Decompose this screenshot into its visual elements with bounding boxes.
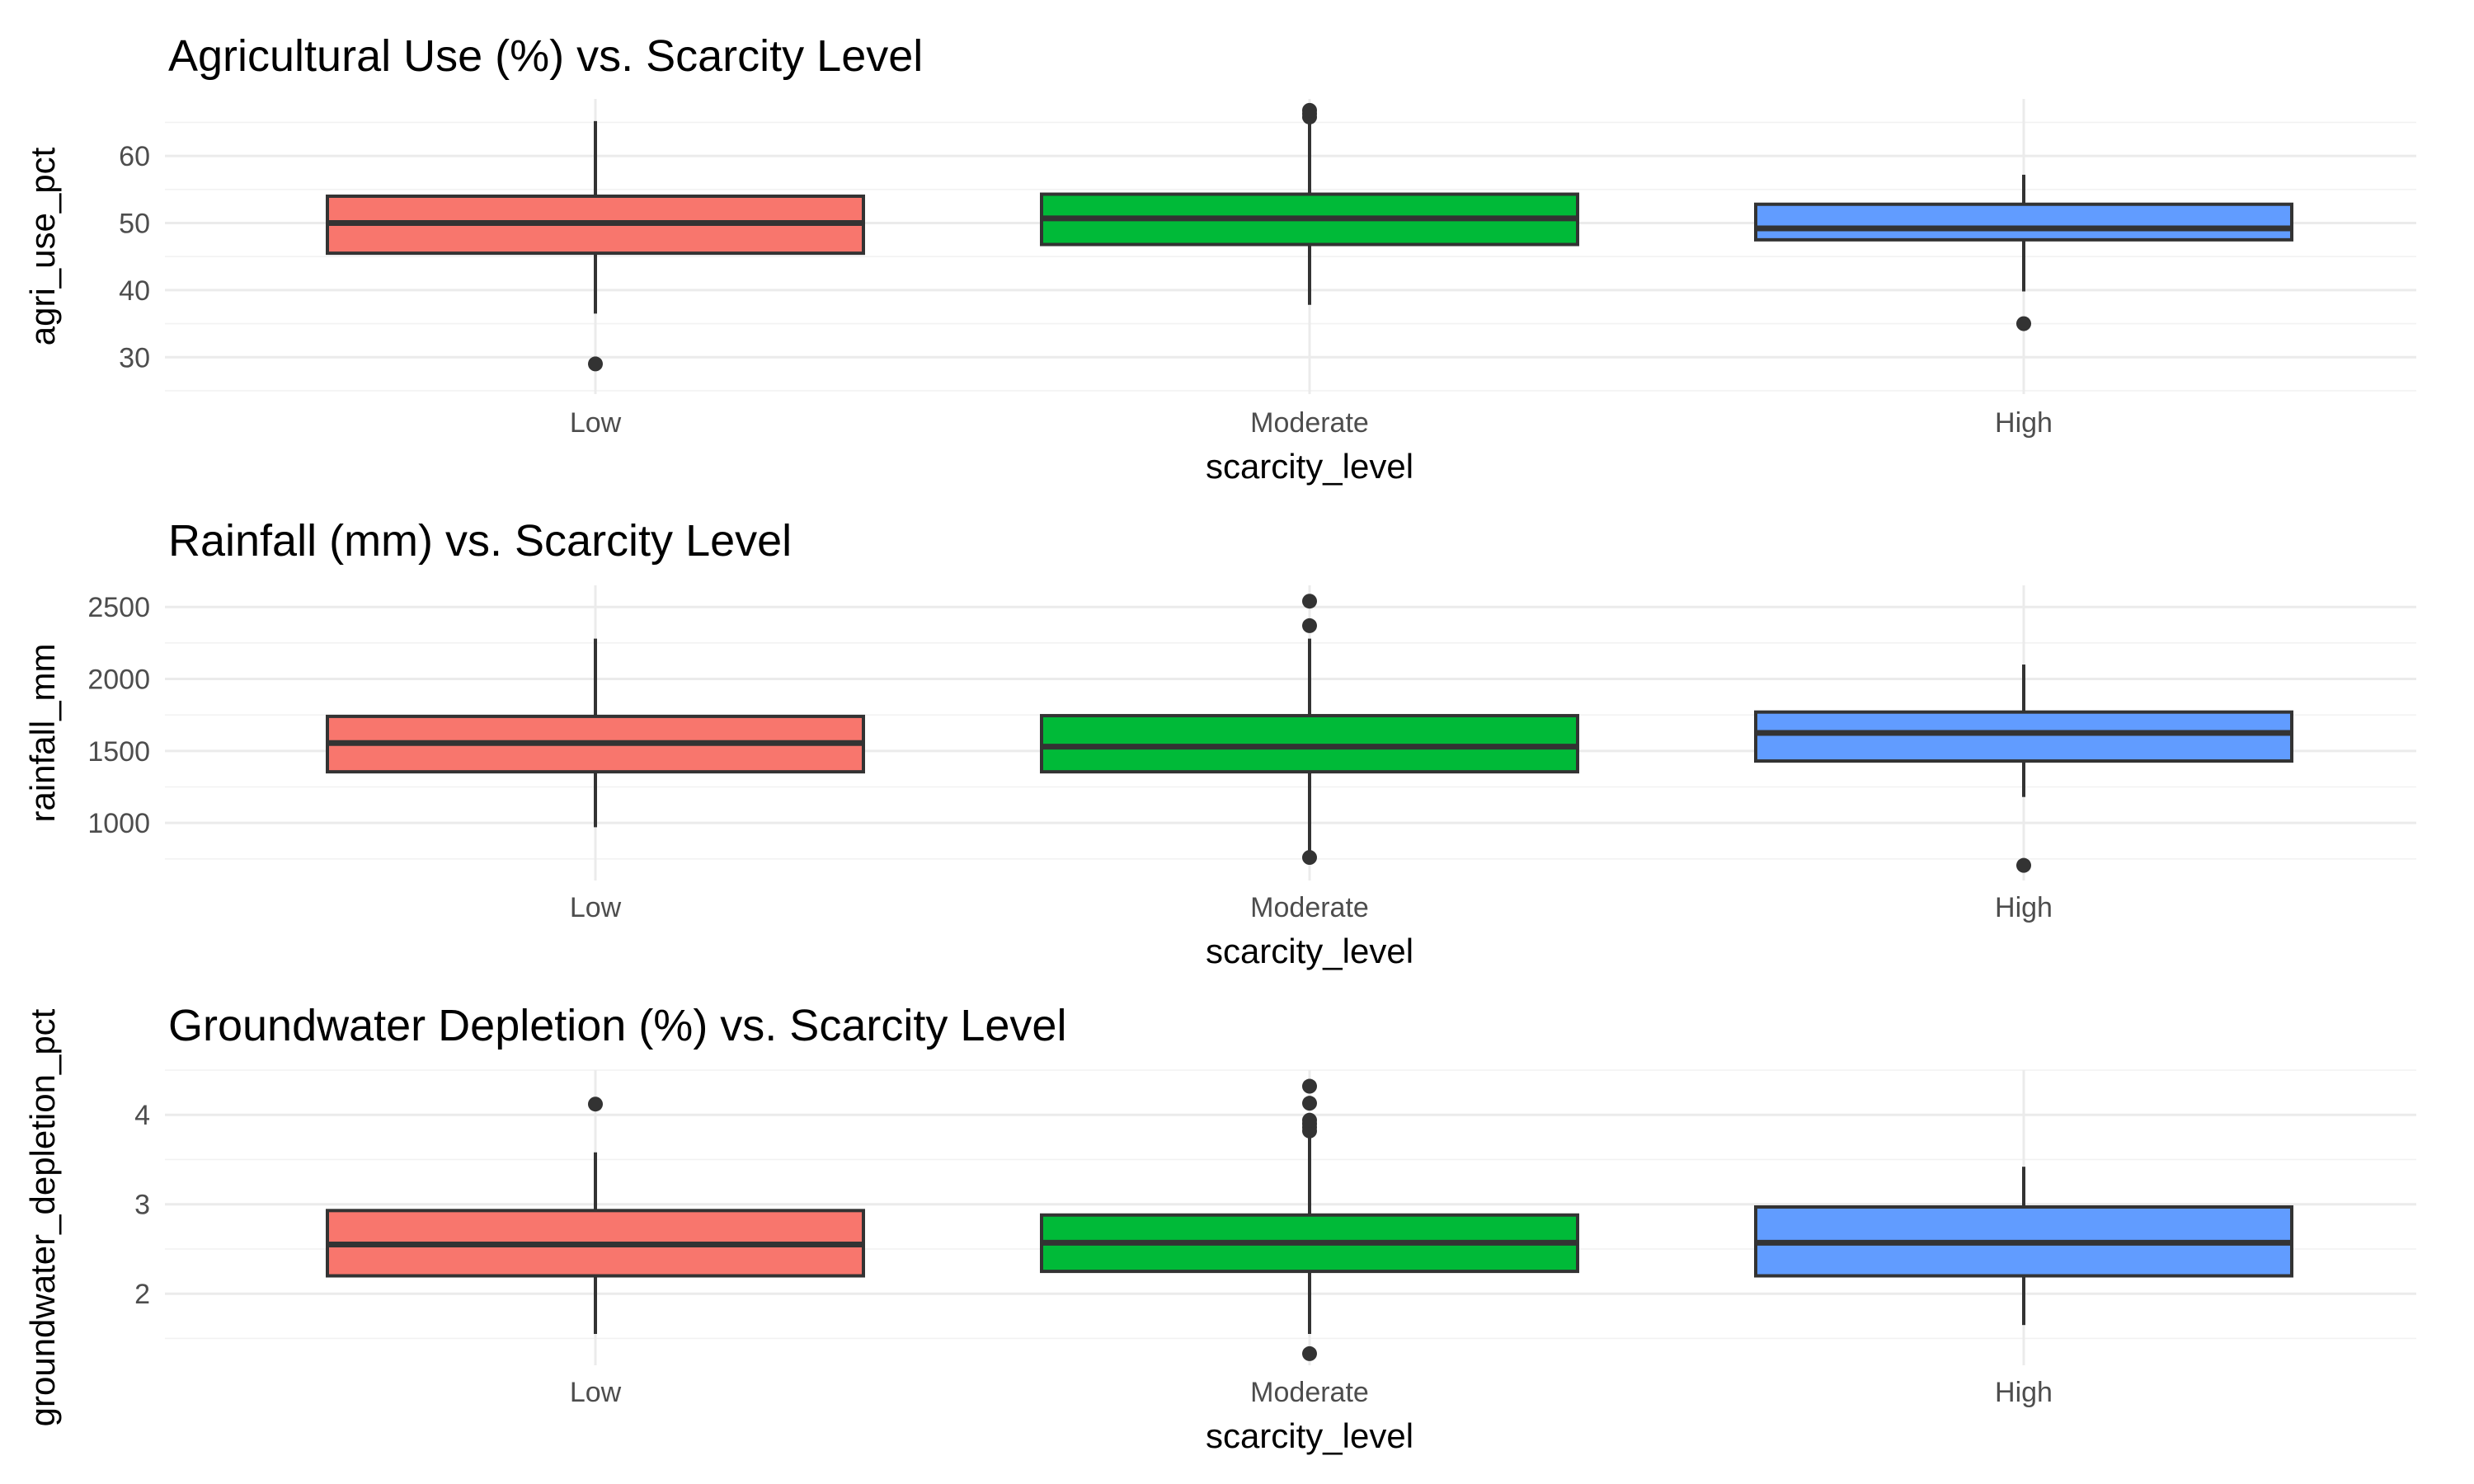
outlier-point xyxy=(588,356,603,372)
outlier-point xyxy=(1302,618,1317,633)
panel-title: Groundwater Depletion (%) vs. Scarcity L… xyxy=(168,1001,1066,1050)
y-tick-label: 4 xyxy=(134,1100,150,1131)
y-tick-label: 2000 xyxy=(87,665,150,696)
x-tick-label: High xyxy=(1995,1377,2053,1408)
box-moderate xyxy=(1040,102,1579,305)
y-tick-label: 40 xyxy=(119,275,150,307)
y-axis-title: groundwater_depletion_pct xyxy=(23,1008,62,1426)
x-tick-label: Low xyxy=(570,1377,622,1408)
box-high xyxy=(1754,1167,2293,1326)
x-tick-label: Low xyxy=(570,407,622,439)
x-axis-title: scarcity_level xyxy=(1206,447,1413,486)
outlier-point xyxy=(1302,1078,1317,1094)
box-low xyxy=(326,638,865,828)
outlier-point xyxy=(2016,316,2031,331)
outlier-point xyxy=(1302,850,1317,866)
box-moderate xyxy=(1040,594,1579,866)
y-tick-label: 60 xyxy=(119,141,150,172)
outlier-point xyxy=(1302,1096,1317,1111)
box-low xyxy=(326,120,865,372)
panel-title: Agricultural Use (%) vs. Scarcity Level xyxy=(168,31,923,81)
y-tick-label: 2 xyxy=(134,1279,150,1310)
box-high xyxy=(1754,174,2293,331)
y-tick-label: 50 xyxy=(119,209,150,240)
panel-title: Rainfall (mm) vs. Scarcity Level xyxy=(168,516,792,566)
x-tick-label: Moderate xyxy=(1250,892,1369,923)
x-tick-label: Moderate xyxy=(1250,407,1369,439)
y-tick-label: 2500 xyxy=(87,592,150,623)
outlier-point xyxy=(1302,594,1317,609)
y-tick-label: 1500 xyxy=(87,736,150,768)
panel-1: 30 40 50 60 Low Moderate High Agricultural Use … xyxy=(23,31,2416,486)
iqr-box xyxy=(1754,710,2293,763)
x-tick-label: High xyxy=(1995,892,2053,923)
panel-3: 2 3 4 Low Moderate High Groundwater Depletion … xyxy=(23,1001,2416,1455)
y-tick-label: 3 xyxy=(134,1190,150,1221)
y-tick-label: 1000 xyxy=(87,808,150,839)
box-low xyxy=(326,1097,865,1335)
x-tick-label: Low xyxy=(570,892,622,923)
outlier-point xyxy=(588,1097,603,1112)
iqr-box xyxy=(1754,202,2293,242)
x-tick-label: Moderate xyxy=(1250,1377,1369,1408)
y-axis-title: rainfall_mm xyxy=(23,643,62,822)
y-tick-label: 30 xyxy=(119,342,150,373)
outlier-point xyxy=(2016,857,2031,873)
x-axis-title: scarcity_level xyxy=(1206,1416,1413,1455)
x-axis-title: scarcity_level xyxy=(1206,932,1413,970)
y-axis-title: agri_use_pct xyxy=(23,147,62,345)
outlier-point xyxy=(1302,1112,1317,1128)
outlier-point xyxy=(1302,1345,1317,1361)
box-high xyxy=(1754,665,2293,873)
x-tick-label: High xyxy=(1995,407,2053,439)
outlier-point xyxy=(1302,102,1317,118)
box-moderate xyxy=(1040,1078,1579,1361)
panel-2: 1000 1500 2000 2500 Low Moderate High Rainfall … xyxy=(23,516,2416,970)
